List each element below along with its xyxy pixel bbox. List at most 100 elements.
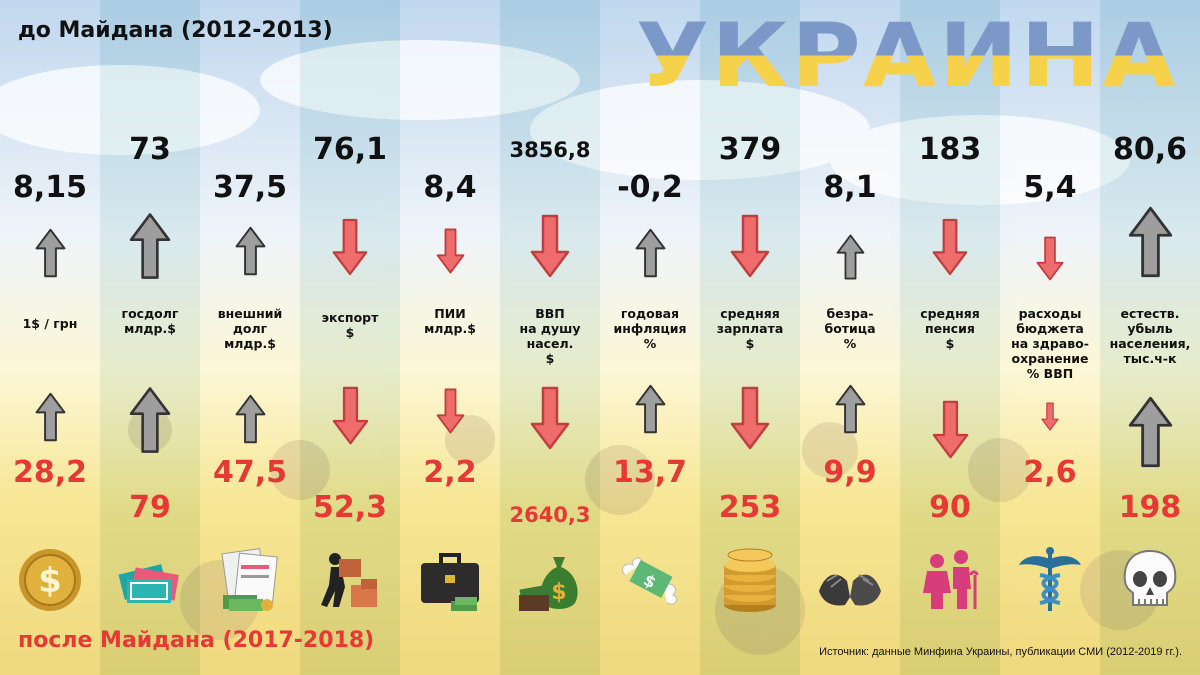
arrow-up-icon xyxy=(635,384,666,434)
value-before: 8,1 xyxy=(823,170,877,205)
arrow-after xyxy=(129,386,171,458)
value-after: 9,9 xyxy=(823,455,877,490)
indicator-column: 8,4 ПИИ млдр.$ 2,2 xyxy=(400,0,500,675)
arrow-before xyxy=(635,228,666,282)
indicator-label-line: % ВВП xyxy=(1026,366,1074,381)
arrow-after xyxy=(332,386,369,449)
arrow-down-icon xyxy=(932,400,969,459)
value-after: 2640,3 xyxy=(509,503,591,527)
indicator-label-line: $ xyxy=(945,336,955,351)
indicator-label-line: расходы xyxy=(1018,306,1082,321)
arrow-after xyxy=(35,392,66,446)
indicator-label-line: на душу xyxy=(519,321,581,336)
arrow-before xyxy=(35,228,66,282)
arrow-up-icon xyxy=(836,234,865,280)
arrow-before xyxy=(332,218,368,280)
arrow-up-icon xyxy=(835,384,866,434)
arrow-up-icon xyxy=(35,392,66,442)
arrow-up-icon xyxy=(635,228,666,278)
arrow-before xyxy=(1128,206,1173,282)
arrow-down-icon xyxy=(436,388,465,434)
arrow-down-icon xyxy=(1036,236,1064,281)
indicator-label-line: % xyxy=(643,336,657,351)
indicator-label-line: охранение xyxy=(1011,351,1089,366)
indicator-label: ПИИ млдр.$ xyxy=(400,306,500,336)
indicator-column: 3856,8 ВВП на душу насел. $2640,3 $ xyxy=(500,0,600,675)
arrow-down-icon xyxy=(332,218,368,276)
value-before: 73 xyxy=(129,132,171,167)
banknotes-icon xyxy=(115,545,185,615)
arrow-after xyxy=(932,400,969,463)
begging-hands-icon xyxy=(815,545,885,615)
arrow-up-icon xyxy=(1128,206,1173,278)
indicator-label: госдолг млдр.$ xyxy=(100,306,200,336)
arrow-after xyxy=(235,394,266,448)
indicator-label-line: ботица xyxy=(824,321,876,336)
arrow-down-icon xyxy=(932,218,968,276)
indicator-label-line: бюджета xyxy=(1016,321,1084,336)
arrow-up-icon xyxy=(235,226,266,276)
indicator-label-line: $ xyxy=(745,336,755,351)
indicator-column: 37,5 внешний долг млдр.$ 47,5 xyxy=(200,0,300,675)
indicator-label-line: % xyxy=(843,336,857,351)
briefcase-icon xyxy=(415,545,485,615)
indicator-label-line: млдр.$ xyxy=(124,321,176,336)
value-before: 3856,8 xyxy=(509,138,591,162)
indicator-label-line: млдр.$ xyxy=(424,321,476,336)
arrow-up-icon xyxy=(129,387,171,453)
indicator-column: 80,6 естеств. убыль населения, тыс.ч-к 198 xyxy=(1100,0,1200,675)
arrow-before xyxy=(436,228,465,278)
value-before: -0,2 xyxy=(617,170,683,205)
arrow-after xyxy=(635,384,666,438)
arrow-down-icon xyxy=(730,214,770,278)
indicator-label-line: млдр.$ xyxy=(224,336,276,351)
arrow-down-icon xyxy=(436,228,465,274)
arrow-after xyxy=(730,386,770,454)
flying-money-icon: $ xyxy=(615,545,685,615)
arrow-after xyxy=(436,388,465,438)
indicator-label: средняя зарплата $ xyxy=(700,306,800,351)
indicator-label-line: пенсия xyxy=(925,321,975,336)
arrow-after xyxy=(1041,402,1059,435)
elderly-couple-icon xyxy=(915,545,985,615)
indicator-label-line: внешний xyxy=(217,306,283,321)
indicator-column: 183 средняя пенсия $90 xyxy=(900,0,1000,675)
caduceus-icon xyxy=(1015,545,1085,615)
bills-and-cash-icon xyxy=(215,545,285,615)
indicator-label-line: зарплата xyxy=(716,321,784,336)
coin-stack-icon xyxy=(715,545,785,615)
indicator-label-line: инфляция xyxy=(613,321,687,336)
indicator-column: 5,4 расходы бюджета на здраво-охранение% ВВ… xyxy=(1000,0,1100,675)
arrow-up-icon xyxy=(1128,396,1173,468)
value-before: 76,1 xyxy=(312,132,388,167)
indicator-label-line: насел. xyxy=(526,336,574,351)
indicator-label: средняя пенсия $ xyxy=(900,306,1000,351)
title-before-maidan: до Майдана (2012-2013) xyxy=(18,18,333,43)
indicator-label: 1$ / грн xyxy=(0,316,100,331)
value-after: 28,2 xyxy=(12,455,88,490)
indicator-label-line: убыль xyxy=(1127,321,1173,336)
indicator-column: 76,1 экспорт $52,3 xyxy=(300,0,400,675)
arrow-before xyxy=(530,214,570,282)
value-after: 79 xyxy=(129,490,171,525)
gold-coin-icon: $ xyxy=(15,545,85,615)
title-after-maidan: после Майдана (2017-2018) xyxy=(18,628,375,653)
indicator-label-line: ВВП xyxy=(535,306,565,321)
indicator-label: естеств. убыль населения, тыс.ч-к xyxy=(1100,306,1200,366)
value-before: 8,4 xyxy=(423,170,477,205)
value-after: 13,7 xyxy=(612,455,688,490)
arrow-down-icon xyxy=(530,214,570,278)
value-after: 198 xyxy=(1118,490,1182,525)
indicator-label-line: ПИИ xyxy=(434,306,466,321)
arrow-before xyxy=(129,212,171,284)
skull-icon xyxy=(1115,545,1185,615)
indicator-label: экспорт $ xyxy=(300,310,400,340)
indicator-label-line: населения, xyxy=(1109,336,1191,351)
arrow-before xyxy=(1036,236,1064,285)
indicator-label-line: госдолг xyxy=(121,306,179,321)
source-note: Источник: данные Минфина Украины, публик… xyxy=(819,646,1182,658)
arrow-after xyxy=(1128,396,1173,472)
country-title: УКРАИНА xyxy=(636,4,1178,107)
arrow-down-icon xyxy=(530,386,570,450)
indicator-label: расходы бюджета на здраво-охранение% ВВП xyxy=(1000,306,1100,381)
